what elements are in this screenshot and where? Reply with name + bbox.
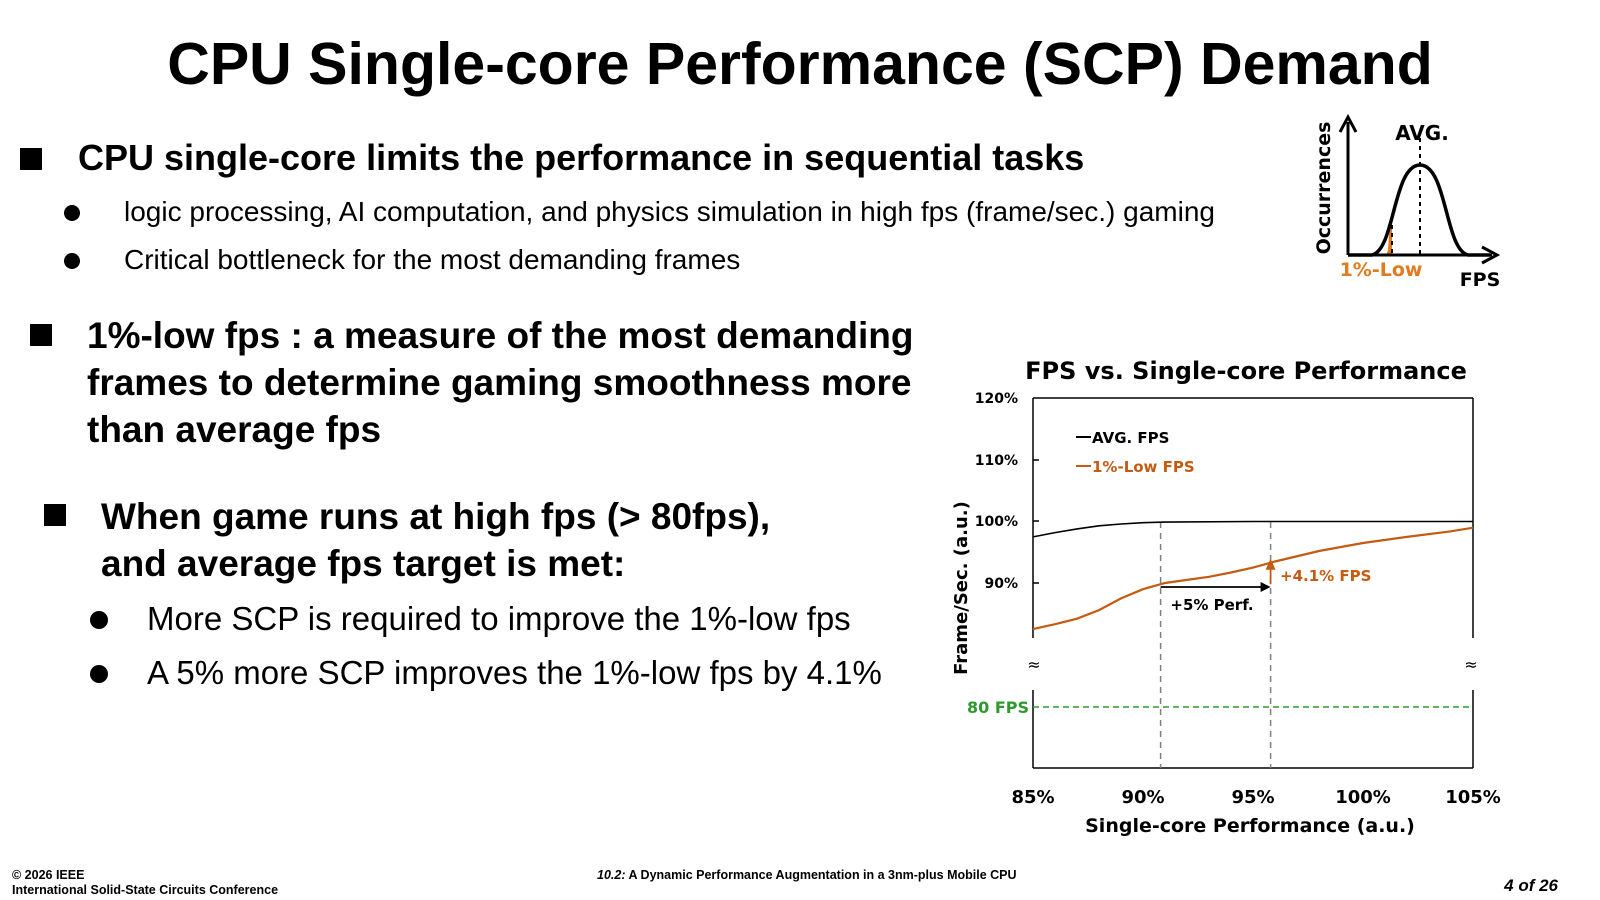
legend-low-label: 1%-Low FPS — [1092, 458, 1195, 476]
x-axis-label: FPS — [1460, 269, 1501, 291]
footer-left: © 2026 IEEE International Solid-State Ci… — [12, 868, 278, 898]
y-tick-label: 120% — [975, 391, 1018, 407]
conference-name: International Solid-State Circuits Confe… — [12, 883, 279, 897]
avg-label: AVG. — [1395, 121, 1449, 145]
bullet-dot-icon — [90, 611, 108, 629]
paper-title: A Dynamic Performance Augmentation in a … — [628, 868, 1017, 882]
paper-number: 10.2: — [597, 868, 626, 882]
perf-annotation: +5% Perf. — [1170, 596, 1253, 614]
x-axis-arrow-icon — [1481, 245, 1501, 265]
x-tick-label: 95% — [1231, 787, 1274, 808]
page-title: CPU Single-core Performance (SCP) Demand — [167, 31, 1433, 97]
y-axis-label: Occurrences — [1313, 122, 1335, 255]
x-axis-label: Single-core Performance (a.u.) — [1085, 815, 1415, 837]
bullet-square-icon — [20, 148, 42, 170]
bullet-dot-icon — [64, 205, 80, 221]
reference-label: 80 FPS — [967, 698, 1029, 717]
bullet-heading-line: and average fps target is met: — [101, 543, 626, 584]
series-low-fps-line — [1032, 526, 1474, 631]
bullet-square-icon — [30, 324, 52, 346]
y-axis-label: Frame/Sec. (a.u.) — [951, 501, 972, 675]
low-region-fill — [1370, 217, 1392, 255]
fps-chart: FPS vs. Single-core Performance ≈ ≈ 90% … — [951, 357, 1501, 837]
x-tick-label: 85% — [1011, 787, 1054, 808]
footer-paper: 10.2: A Dynamic Performance Augmentation… — [597, 868, 1017, 882]
bullet-dot-icon — [64, 253, 80, 269]
sub-bullet: More SCP is required to improve the 1%-l… — [147, 600, 851, 637]
bullet-heading: 1%-low fps : a measure of the most deman… — [87, 312, 913, 453]
sub-bullet: Critical bottleneck for the most demandi… — [124, 244, 741, 275]
copyright: © 2026 IEEE — [12, 868, 85, 882]
sub-bullet: logic processing, AI computation, and ph… — [124, 196, 1215, 227]
bullet-square-icon — [44, 504, 66, 526]
bullet-heading: When game runs at high fps (> 80fps), an… — [101, 493, 770, 587]
page-number: 4 of 26 — [1504, 876, 1558, 895]
sub-bullet: A 5% more SCP improves the 1%-low fps by… — [147, 654, 882, 691]
perf-arrow-head-icon — [1260, 582, 1271, 592]
fps-arrow-head-icon — [1265, 558, 1276, 570]
x-tick-label: 100% — [1335, 787, 1391, 808]
series-avg-fps-line — [1032, 520, 1473, 538]
y-tick-label: 110% — [975, 453, 1018, 469]
fps-annotation: +4.1% FPS — [1280, 567, 1371, 585]
x-tick-label: 105% — [1445, 787, 1501, 808]
bullet-heading-line: frames to determine gaming smoothness mo… — [87, 362, 912, 403]
axis-break-mark-left: ≈ — [1027, 655, 1040, 674]
y-axis-arrow-icon — [1338, 113, 1358, 133]
chart-title: FPS vs. Single-core Performance — [1025, 357, 1467, 385]
x-tick-label: 90% — [1121, 787, 1164, 808]
legend-avg-label: AVG. FPS — [1092, 429, 1169, 447]
y-tick-label: 100% — [975, 514, 1018, 530]
bullet-heading-line: than average fps — [87, 409, 382, 450]
distribution-inset: AVG. 1%-Low FPS Occurrences — [1313, 113, 1501, 291]
y-tick-label: 90% — [984, 576, 1018, 592]
bullet-dot-icon — [90, 665, 108, 683]
bullet-heading: CPU single-core limits the performance i… — [78, 137, 1085, 178]
axis-break-mark-right: ≈ — [1464, 655, 1477, 674]
bullet-heading-line: When game runs at high fps (> 80fps), — [101, 496, 771, 537]
bullet-heading-line: 1%-low fps : a measure of the most deman… — [87, 315, 914, 356]
low-label: 1%-Low — [1340, 259, 1423, 281]
